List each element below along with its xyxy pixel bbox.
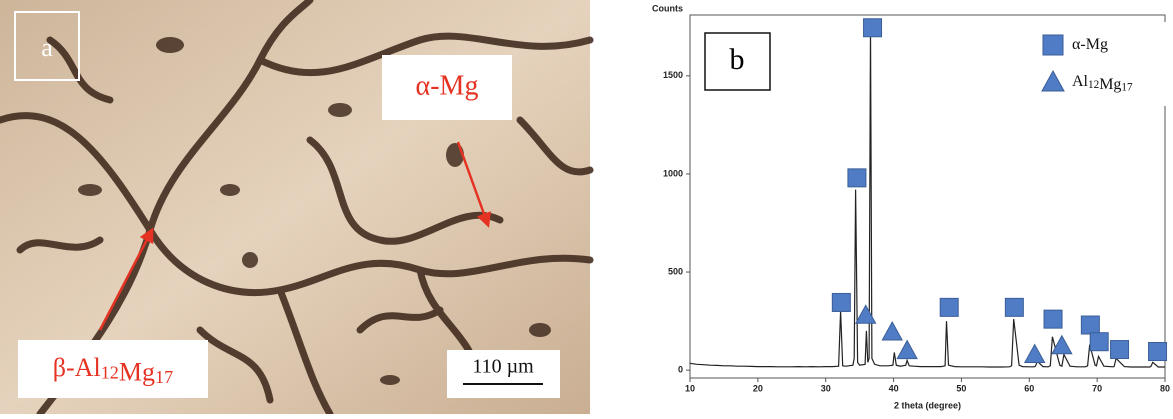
panel-label: a [41,33,53,62]
marker-square [1111,341,1129,359]
x-tick-label: 50 [956,383,966,393]
legend-label: α-Mg [1072,36,1108,53]
marker-square [1044,310,1062,328]
panel-label: b [730,43,745,76]
xrd-chart: 0 500 1000 1500 10 20 30 40 50 60 70 80 Counts 2 thet… [652,3,1171,410]
marker-square [848,169,866,187]
x-tick-label: 70 [1092,383,1102,393]
marker-square [864,19,882,37]
x-axis-label: 2 theta (degree) [894,400,961,410]
y-tick-label: 1000 [663,168,683,178]
marker-triangle [1025,345,1045,363]
marker-triangle [882,322,902,340]
marker-square [1005,298,1023,316]
phase-label: α-Mg [416,70,479,101]
marker-square [1043,35,1063,55]
y-axis-label: Counts [652,3,683,13]
marker-square [1090,333,1108,351]
y-tick-label: 500 [668,266,683,276]
figure: a α-Mg β-Al12Mg17 110 µm 0 500 1000 1500 10 2… [0,0,1173,414]
scale-bar-label: 110 µm [472,356,534,378]
marker-square [940,298,958,316]
marker-square [1149,343,1167,361]
x-tick-label: 40 [889,383,899,393]
x-tick-label: 80 [1160,383,1170,393]
marker-triangle [897,341,917,359]
marker-square [832,293,850,311]
marker-triangle [856,305,876,323]
x-tick-label: 60 [1024,383,1034,393]
y-tick-label: 1500 [663,70,683,80]
x-tick-label: 20 [753,383,763,393]
x-tick-label: 10 [685,383,695,393]
marker-square [1081,316,1099,334]
y-tick-label: 0 [678,365,683,375]
x-tick-label: 30 [821,383,831,393]
micrograph: a α-Mg β-Al12Mg17 110 µm [0,0,590,414]
